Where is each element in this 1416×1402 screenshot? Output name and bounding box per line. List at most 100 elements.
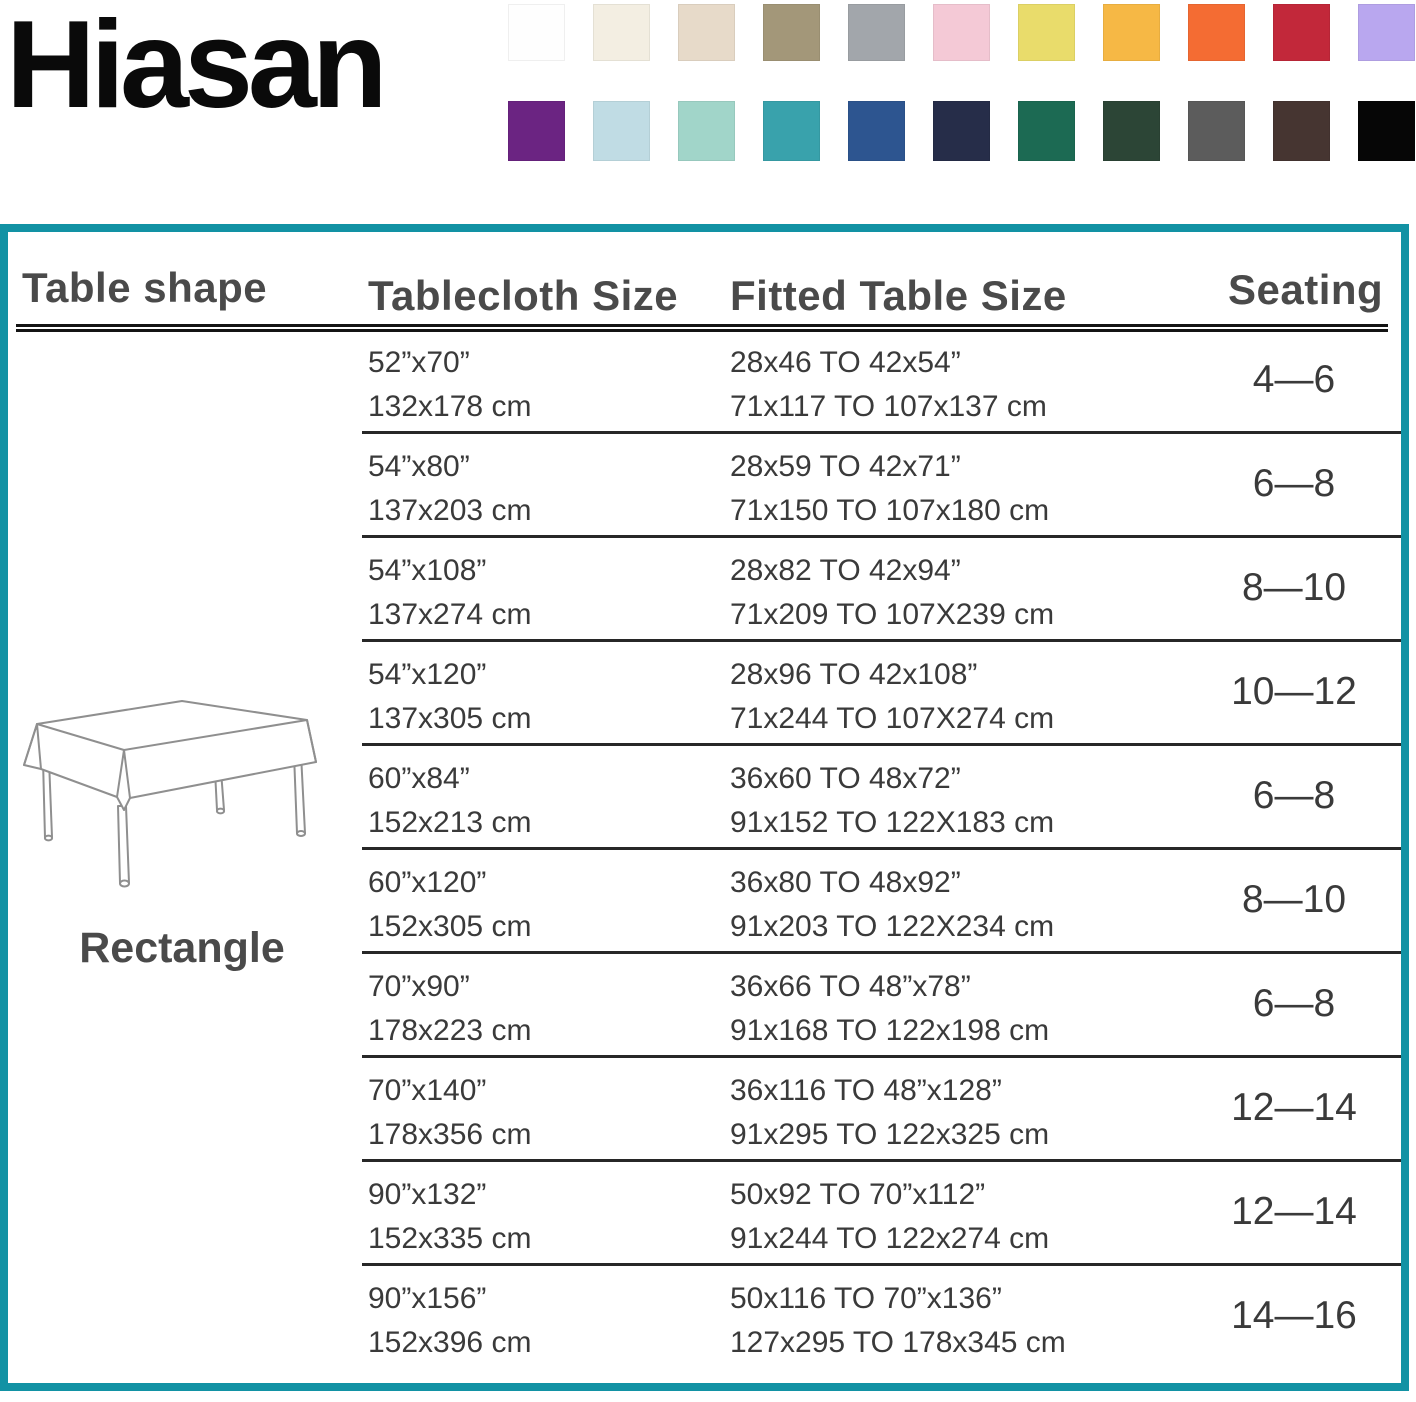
table-row: 52”x70” 132x178 cm 28x46 TO 42x54” 71x11… [8,336,1401,440]
fitted-size-inches: 28x82 TO 42x94” [730,554,961,587]
fitted-size-cm: 91x152 TO 122X183 cm [730,806,1055,839]
size-chart-table: Table shape Tablecloth Size Fitted Table… [0,224,1409,1391]
tablecloth-size-inches: 54”x108” [368,554,487,587]
color-swatch-black [1358,101,1415,161]
table-row: 60”x120” 152x305 cm 36x80 TO 48x92” 91x2… [8,856,1401,960]
color-swatch-navy [933,101,990,161]
table-row: 54”x108” 137x274 cm 28x82 TO 42x94” 71x2… [8,544,1401,648]
fitted-size-inches: 36x80 TO 48x92” [730,866,961,899]
table-row: 54”x80” 137x203 cm 28x59 TO 42x71” 71x15… [8,440,1401,544]
color-swatch-forest-green [1103,101,1160,161]
color-swatch-row-2 [508,101,1415,161]
fitted-size-inches: 28x96 TO 42x108” [730,658,978,691]
size-rows: 52”x70” 132x178 cm 28x46 TO 42x54” 71x11… [8,336,1401,1376]
fitted-size-cm: 91x168 TO 122x198 cm [730,1014,1050,1047]
fitted-size-cm: 91x203 TO 122X234 cm [730,910,1055,943]
tablecloth-size-inches: 54”x80” [368,450,470,483]
tablecloth-size-cm: 152x335 cm [368,1222,532,1255]
row-divider [362,743,1401,746]
fitted-size-inches: 50x92 TO 70”x112” [730,1178,986,1211]
fitted-size-inches: 28x46 TO 42x54” [730,346,961,379]
color-swatch-red [1273,4,1330,61]
fitted-size-cm: 127x295 TO 178x345 cm [730,1326,1066,1359]
color-swatch-ivory [593,4,650,61]
column-header-seating: Seating [1228,266,1384,313]
column-header-table-shape: Table shape [22,264,268,311]
color-swatch-yellow [1018,4,1075,61]
seating-range: 12—14 [1231,1190,1357,1233]
tablecloth-size-cm: 137x274 cm [368,598,532,631]
tablecloth-size-inches: 90”x156” [368,1282,487,1315]
tablecloth-size-cm: 132x178 cm [368,390,532,423]
fitted-size-inches: 36x60 TO 48x72” [730,762,961,795]
table-row: 54”x120” 137x305 cm 28x96 TO 42x108” 71x… [8,648,1401,752]
column-header-tablecloth-size: Tablecloth Size [368,272,679,319]
seating-range: 10—12 [1231,670,1357,713]
color-swatch-white [508,4,565,61]
header-divider-rule [16,324,1388,332]
shape-label: Rectangle [79,924,285,972]
fitted-size-inches: 50x116 TO 70”x136” [730,1282,1002,1315]
table-row: 90”x156” 152x396 cm 50x116 TO 70”x136” 1… [8,1272,1401,1376]
table-row: 70”x90” 178x223 cm 36x66 TO 48”x78” 91x1… [8,960,1401,1064]
column-header-fitted-size: Fitted Table Size [730,272,1067,319]
fitted-size-cm: 71x244 TO 107X274 cm [730,702,1055,735]
row-divider [362,951,1401,954]
color-swatch-grid [508,4,1415,161]
tablecloth-size-cm: 152x396 cm [368,1326,532,1359]
tablecloth-size-cm: 137x305 cm [368,702,532,735]
row-divider [362,1055,1401,1058]
color-swatch-dark-brown [1273,101,1330,161]
fitted-size-cm: 71x209 TO 107X239 cm [730,598,1055,631]
color-swatch-taupe [763,4,820,61]
color-swatch-lavender [1358,4,1415,61]
seating-range: 8—10 [1241,878,1347,921]
table-row: 60”x84” 152x213 cm 36x60 TO 48x72” 91x15… [8,752,1401,856]
fitted-size-inches: 36x116 TO 48”x128” [730,1074,1002,1107]
table-row: 90”x132” 152x335 cm 50x92 TO 70”x112” 91… [8,1168,1401,1272]
seating-range: 6—8 [1252,462,1336,505]
color-swatch-light-blue [593,101,650,161]
seating-range: 6—8 [1252,774,1336,817]
tablecloth-size-cm: 178x356 cm [368,1118,532,1151]
fitted-size-cm: 91x295 TO 122x325 cm [730,1118,1050,1151]
tablecloth-size-inches: 60”x120” [368,866,487,899]
table-row: 70”x140” 178x356 cm 36x116 TO 48”x128” 9… [8,1064,1401,1168]
fitted-size-inches: 36x66 TO 48”x78” [730,970,971,1003]
tablecloth-size-inches: 52”x70” [368,346,470,379]
row-divider [362,431,1401,434]
fitted-size-cm: 71x117 TO 107x137 cm [730,390,1047,423]
color-swatch-orange [1188,4,1245,61]
rectangle-table-illustration [23,700,317,888]
row-divider [362,535,1401,538]
seating-range: 12—14 [1231,1086,1357,1129]
fitted-size-cm: 71x150 TO 107x180 cm [730,494,1050,527]
color-swatch-steel-blue [848,101,905,161]
tablecloth-size-cm: 152x305 cm [368,910,532,943]
tablecloth-size-cm: 137x203 cm [368,494,532,527]
tablecloth-size-inches: 70”x140” [368,1074,487,1107]
seating-range: 6—8 [1252,982,1336,1025]
color-swatch-purple [508,101,565,161]
row-divider [362,639,1401,642]
fitted-size-inches: 28x59 TO 42x71” [730,450,961,483]
color-swatch-grey [848,4,905,61]
brand-logo: Hiasan [6,0,388,134]
color-swatch-orange-yellow [1103,4,1160,61]
tablecloth-size-inches: 54”x120” [368,658,487,691]
seating-range: 14—16 [1231,1294,1357,1337]
color-swatch-teal [763,101,820,161]
tablecloth-size-cm: 152x213 cm [368,806,532,839]
fitted-size-cm: 91x244 TO 122x274 cm [730,1222,1050,1255]
color-swatch-dark-grey [1188,101,1245,161]
tablecloth-size-inches: 60”x84” [368,762,470,795]
seating-range: 4—6 [1252,358,1336,401]
color-swatch-beige [678,4,735,61]
tablecloth-size-inches: 90”x132” [368,1178,487,1211]
seating-range: 8—10 [1241,566,1347,609]
tablecloth-size-cm: 178x223 cm [368,1014,532,1047]
tablecloth-size-inches: 70”x90” [368,970,470,1003]
row-divider [362,1159,1401,1162]
row-divider [362,847,1401,850]
color-swatch-row-1 [508,4,1415,61]
